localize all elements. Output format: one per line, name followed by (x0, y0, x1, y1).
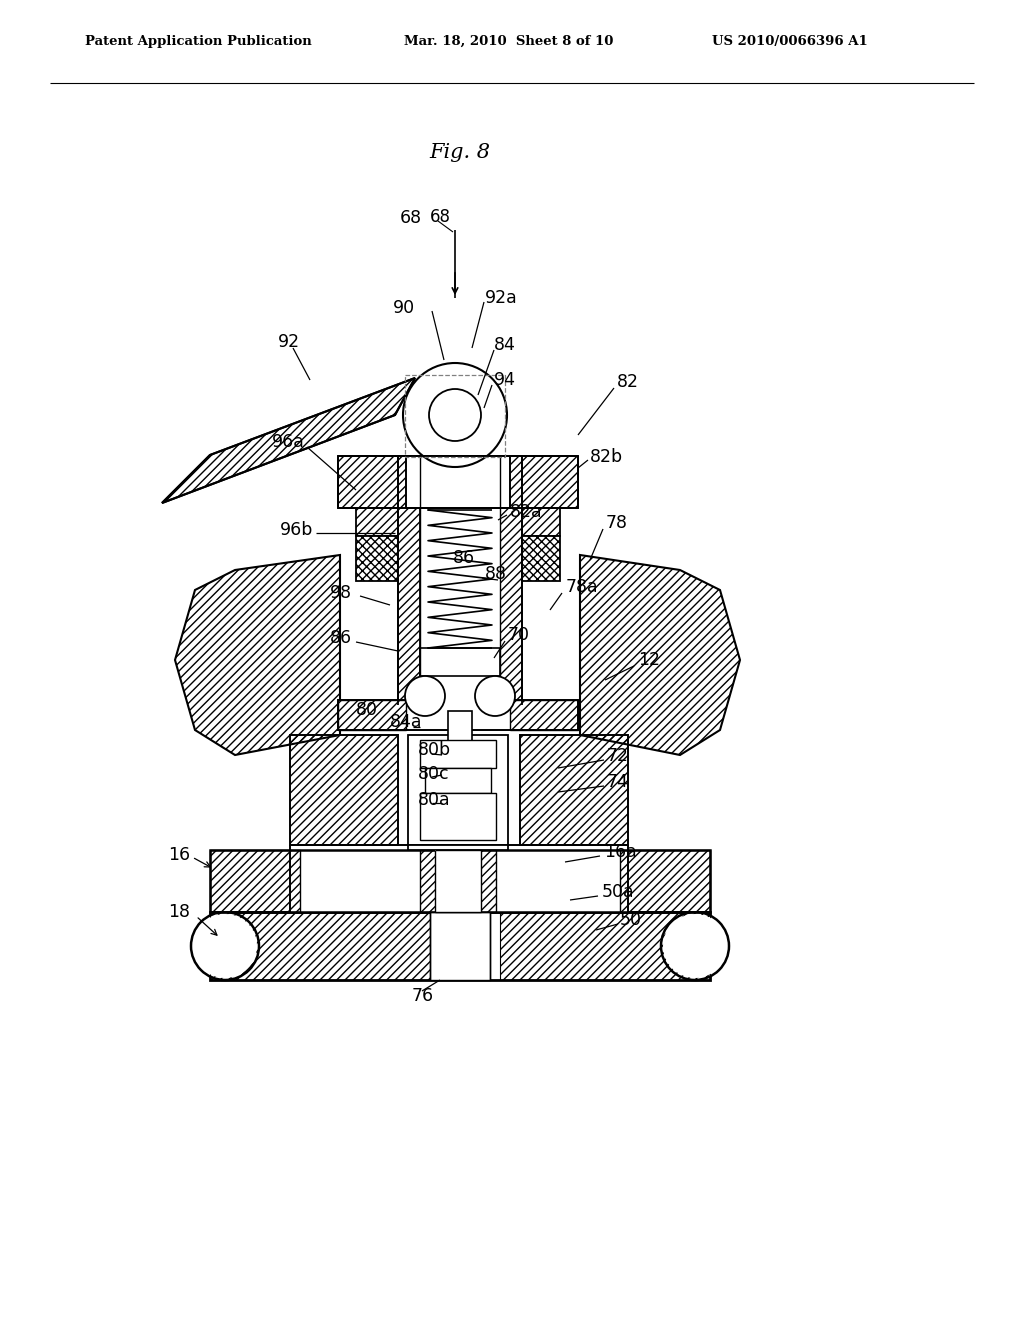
Bar (449, 711, 472, 756)
Bar (210, 912, 710, 979)
Polygon shape (162, 378, 415, 503)
Bar (425, 768, 490, 793)
Bar (500, 912, 710, 979)
Circle shape (475, 676, 515, 715)
Text: 92: 92 (278, 333, 300, 351)
Text: 96a: 96a (272, 433, 305, 451)
Text: 18: 18 (168, 903, 190, 921)
Text: 84: 84 (494, 337, 516, 354)
Bar (210, 850, 710, 912)
Bar (500, 455, 522, 705)
Text: 80c: 80c (418, 766, 450, 783)
Bar (510, 455, 578, 508)
Circle shape (403, 363, 507, 467)
Text: 76: 76 (412, 987, 434, 1005)
Bar (398, 455, 420, 705)
Bar (520, 735, 628, 845)
Bar (430, 912, 490, 979)
Bar (210, 912, 430, 979)
Circle shape (662, 912, 729, 979)
Text: 90: 90 (393, 300, 415, 317)
Bar (406, 455, 510, 508)
Bar (408, 845, 508, 850)
Text: 70: 70 (508, 626, 530, 644)
Text: 86: 86 (330, 630, 352, 647)
Text: 86: 86 (453, 549, 475, 568)
Bar (620, 850, 710, 912)
Text: 92a: 92a (485, 289, 518, 308)
Circle shape (191, 912, 259, 979)
Text: 68: 68 (400, 209, 422, 227)
Text: Fig. 8: Fig. 8 (429, 143, 490, 161)
Text: 16: 16 (168, 846, 190, 865)
Bar (508, 536, 560, 581)
Text: 82b: 82b (590, 447, 624, 466)
Text: 96b: 96b (280, 521, 313, 539)
Text: 12: 12 (638, 651, 660, 669)
Bar (508, 508, 560, 536)
Text: 80a: 80a (418, 791, 451, 809)
Bar (356, 536, 408, 581)
Bar (338, 455, 406, 508)
Text: 82: 82 (617, 374, 639, 391)
Bar (420, 455, 500, 705)
Text: 72: 72 (607, 747, 629, 766)
Text: 78: 78 (606, 513, 628, 532)
Bar (435, 850, 481, 912)
Text: 16a: 16a (604, 843, 637, 861)
Bar (408, 735, 508, 845)
Bar (406, 375, 505, 457)
Text: 50: 50 (620, 911, 642, 929)
Text: 74: 74 (607, 774, 629, 791)
Text: 50a: 50a (602, 883, 635, 902)
Bar (420, 455, 500, 705)
Bar (338, 700, 578, 730)
Text: 88: 88 (485, 565, 507, 583)
Circle shape (193, 913, 257, 978)
Text: 78a: 78a (566, 578, 599, 597)
Text: Mar. 18, 2010  Sheet 8 of 10: Mar. 18, 2010 Sheet 8 of 10 (404, 36, 613, 48)
Text: 84a: 84a (390, 713, 423, 731)
Text: US 2010/0066396 A1: US 2010/0066396 A1 (712, 36, 867, 48)
Bar (420, 741, 496, 768)
Bar (510, 700, 578, 730)
Text: 80: 80 (356, 701, 378, 719)
Text: 98: 98 (330, 583, 352, 602)
Bar (420, 648, 500, 676)
Bar (210, 850, 300, 912)
Text: Patent Application Publication: Patent Application Publication (85, 36, 311, 48)
Circle shape (429, 389, 481, 441)
Text: 68: 68 (430, 209, 451, 226)
Bar (290, 735, 398, 845)
Circle shape (406, 676, 445, 715)
Bar (356, 508, 408, 536)
Circle shape (663, 913, 727, 978)
Bar (338, 700, 406, 730)
Bar (420, 793, 496, 840)
Bar (420, 850, 496, 912)
Text: 82a: 82a (510, 503, 543, 521)
Text: 80b: 80b (418, 741, 452, 759)
Text: 94: 94 (494, 371, 516, 389)
